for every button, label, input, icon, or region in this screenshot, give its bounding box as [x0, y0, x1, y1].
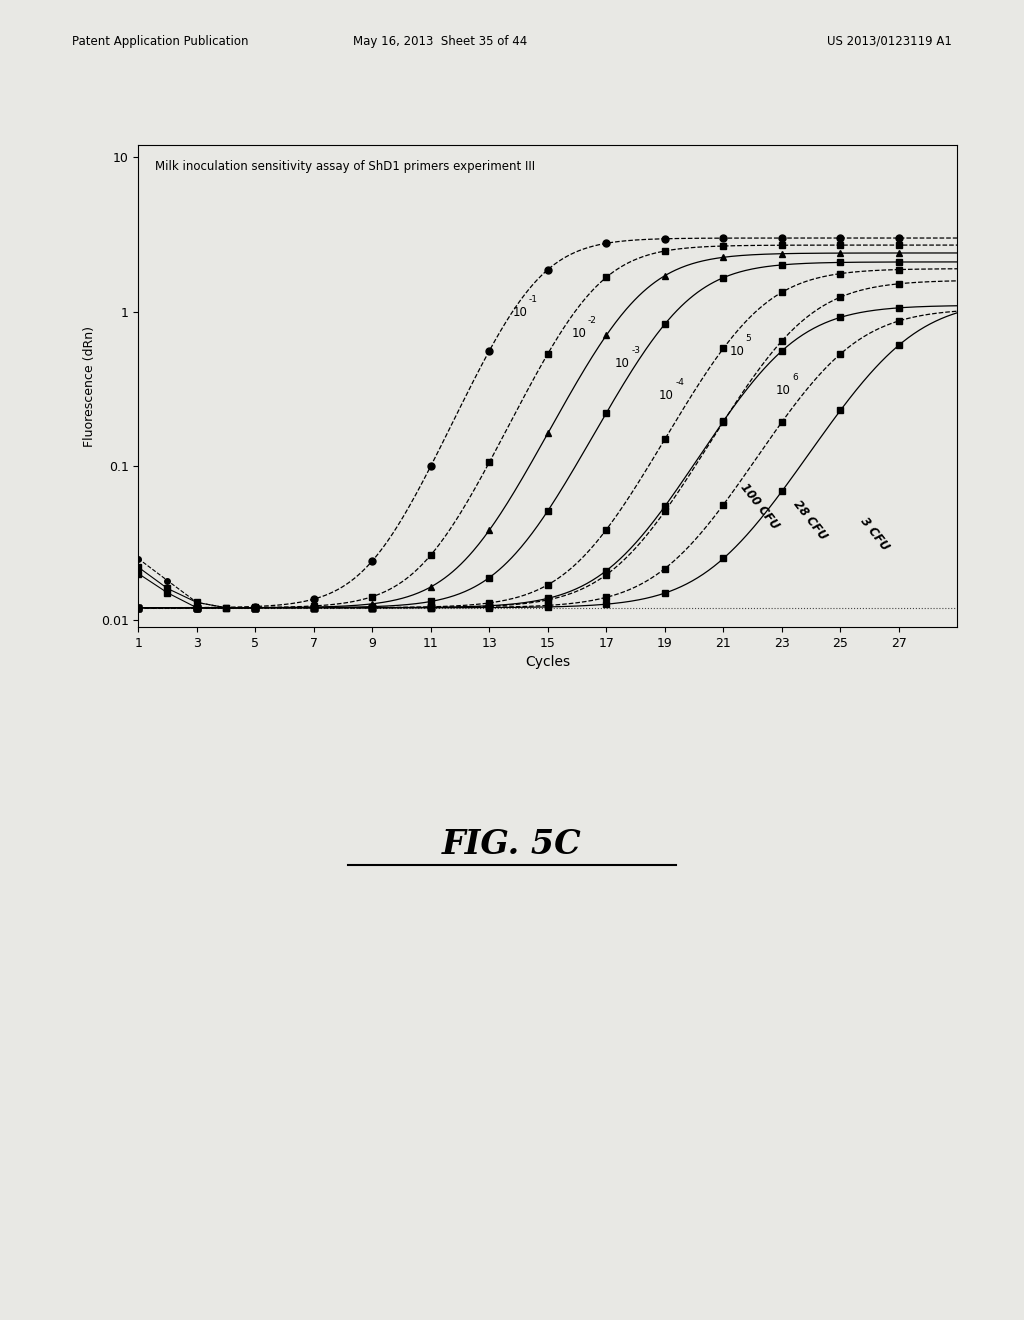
Text: 10: 10	[729, 345, 744, 358]
Text: Milk inoculation sensitivity assay of ShD1 primers experiment III: Milk inoculation sensitivity assay of Sh…	[155, 160, 535, 173]
Text: 10: 10	[571, 327, 586, 341]
Text: -1: -1	[528, 294, 538, 304]
Text: -4: -4	[675, 378, 684, 387]
Text: 6: 6	[793, 372, 798, 381]
Text: 28 CFU: 28 CFU	[791, 498, 829, 543]
Text: May 16, 2013  Sheet 35 of 44: May 16, 2013 Sheet 35 of 44	[353, 34, 527, 48]
Text: 3 CFU: 3 CFU	[858, 515, 892, 553]
Y-axis label: Fluorescence (dRn): Fluorescence (dRn)	[84, 326, 96, 446]
Text: 5: 5	[745, 334, 751, 343]
Text: US 2013/0123119 A1: US 2013/0123119 A1	[827, 34, 952, 48]
Text: 100 CFU: 100 CFU	[738, 482, 782, 532]
Text: 10: 10	[513, 306, 527, 318]
Text: FIG. 5C: FIG. 5C	[442, 829, 582, 862]
Text: Patent Application Publication: Patent Application Publication	[72, 34, 248, 48]
Text: -3: -3	[631, 346, 640, 355]
Text: -2: -2	[588, 317, 596, 326]
Text: 10: 10	[615, 356, 630, 370]
X-axis label: Cycles: Cycles	[525, 655, 570, 669]
Text: 10: 10	[776, 384, 791, 397]
Text: 10: 10	[659, 389, 674, 401]
